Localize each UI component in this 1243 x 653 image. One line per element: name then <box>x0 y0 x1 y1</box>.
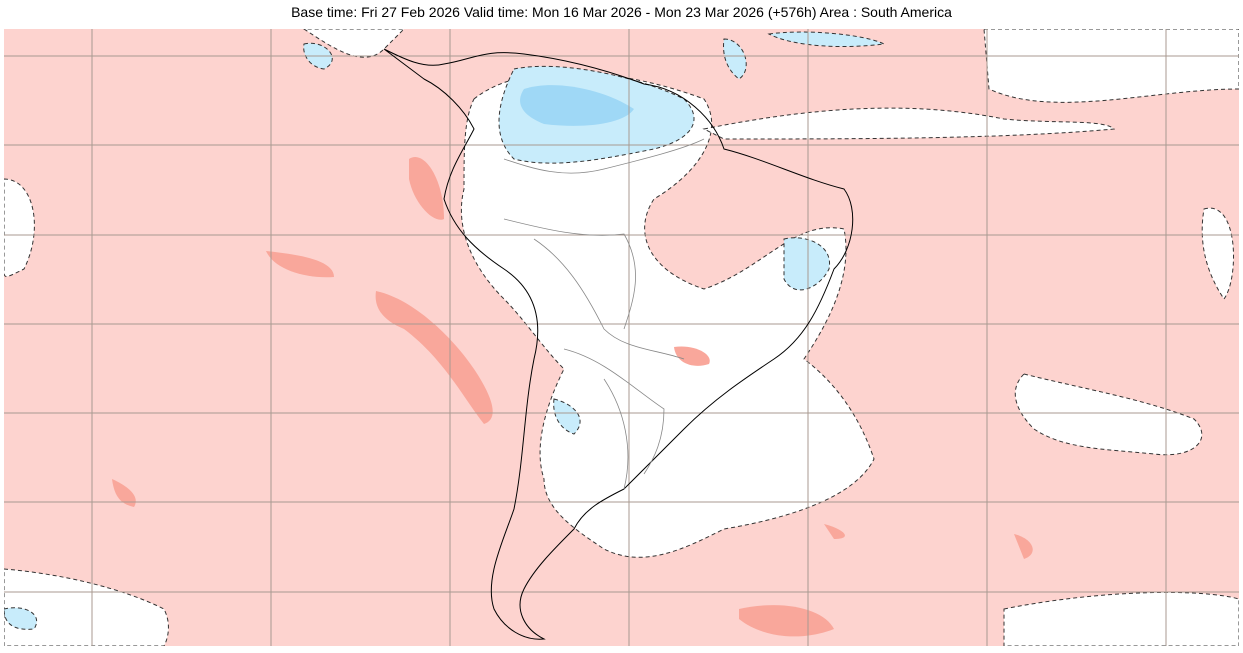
strong-negative-region <box>520 85 634 126</box>
south-america-coastline <box>383 48 854 640</box>
strong-positive-regions <box>112 157 1033 637</box>
country-borders <box>503 138 705 490</box>
map-title: Base time: Fri 27 Feb 2026 Valid time: M… <box>291 4 952 20</box>
graticule <box>4 29 1239 646</box>
neutral-regions <box>4 29 1239 646</box>
anomaly-map <box>4 29 1239 646</box>
